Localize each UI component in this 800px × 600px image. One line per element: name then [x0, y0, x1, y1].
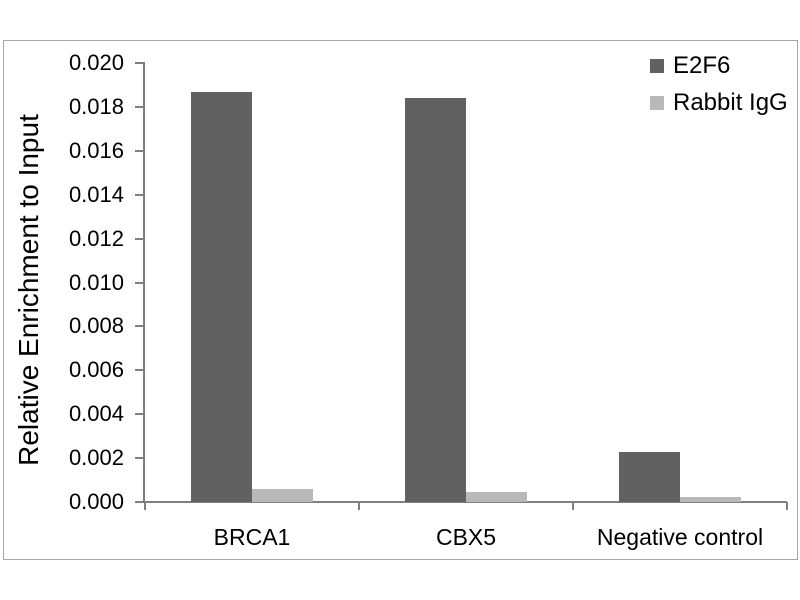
- legend-label: Rabbit IgG: [673, 89, 788, 116]
- y-tick-label: 0.004: [68, 401, 124, 427]
- y-tick: [135, 325, 145, 328]
- x-tick: [358, 502, 360, 510]
- x-category-label: BRCA1: [213, 524, 291, 550]
- legend: E2F6 Rabbit IgG: [650, 51, 788, 125]
- bar-rabbit-igg-brca1: [252, 488, 313, 502]
- bar-e2f6-brca1: [191, 91, 252, 502]
- y-tick-label: 0.012: [68, 225, 124, 251]
- legend-swatch-rabbit-igg: [650, 96, 664, 110]
- y-tick-label: 0.014: [68, 181, 124, 207]
- y-tick: [135, 457, 145, 460]
- y-tick: [135, 193, 145, 196]
- legend-item: Rabbit IgG: [650, 88, 788, 118]
- x-category-label: CBX5: [435, 524, 497, 550]
- y-tick-label: 0.000: [68, 489, 124, 514]
- y-tick: [135, 62, 145, 64]
- y-tick-label: 0.002: [68, 445, 124, 471]
- y-tick: [135, 413, 145, 416]
- legend-swatch-e2f6: [650, 59, 664, 73]
- y-tick: [135, 149, 145, 152]
- bar-rabbit-igg-cbx5: [466, 492, 527, 502]
- bar-e2f6-cbx5: [405, 98, 466, 502]
- legend-label: E2F6: [673, 52, 731, 79]
- y-tick-label: 0.020: [68, 50, 124, 75]
- y-tick: [135, 105, 145, 108]
- bar-rabbit-igg-negative-control: [680, 496, 741, 502]
- x-tick: [786, 502, 788, 510]
- y-axis-line: [143, 63, 145, 503]
- legend-item: E2F6: [650, 51, 788, 81]
- y-tick: [135, 281, 145, 284]
- x-category-label: Negative control: [596, 524, 764, 550]
- x-tick: [572, 502, 574, 510]
- bar-e2f6-negative-control: [619, 451, 680, 502]
- y-tick-label: 0.006: [68, 357, 124, 383]
- y-tick: [135, 501, 145, 503]
- y-tick-label: 0.010: [68, 269, 124, 295]
- x-tick: [144, 502, 146, 510]
- y-tick: [135, 237, 145, 240]
- y-tick-label: 0.016: [68, 137, 124, 163]
- x-axis-line: [145, 501, 787, 503]
- y-tick: [135, 369, 145, 372]
- y-tick-label: 0.018: [68, 93, 124, 119]
- y-tick-label: 0.008: [68, 313, 124, 339]
